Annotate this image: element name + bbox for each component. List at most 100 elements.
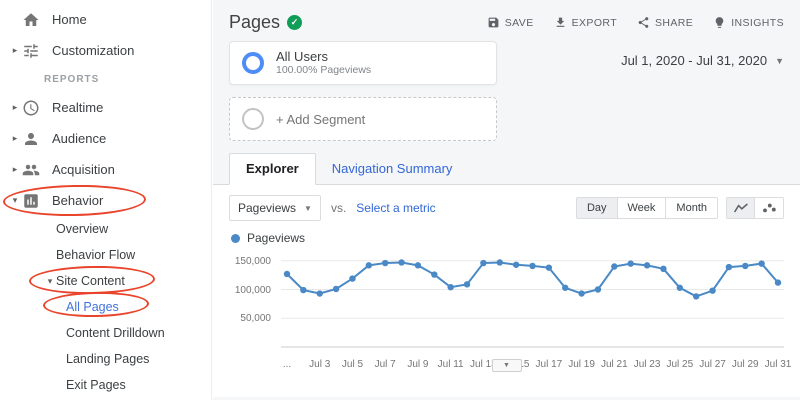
segment-ring-icon — [242, 52, 264, 74]
metric-dropdown-value: Pageviews — [238, 201, 297, 215]
x-tick-label: Jul 7 — [374, 359, 396, 370]
x-tick-label: Jul 19 — [568, 359, 595, 370]
granularity-group: Day Week Month — [575, 197, 718, 219]
segment-all-users[interactable]: All Users 100.00% Pageviews — [229, 41, 497, 85]
sidebar-item-label: All Pages — [66, 300, 119, 314]
sidebar-item-all-pages[interactable]: All Pages — [0, 294, 211, 320]
x-tick-label: Jul 11 — [437, 359, 464, 370]
chevron-right-icon: ▸ — [12, 45, 18, 55]
date-range-picker[interactable]: Jul 1, 2020 - Jul 31, 2020 ▼ — [621, 53, 784, 68]
annotations-toggle[interactable]: ▼ — [491, 359, 522, 372]
chevron-right-icon: ▸ — [12, 133, 18, 143]
sidebar-item-acquisition[interactable]: ▸ Acquisition — [0, 154, 211, 185]
chevron-down-icon: ▾ — [12, 195, 18, 205]
line-chart-type-button[interactable] — [727, 198, 755, 218]
customization-icon — [22, 42, 40, 60]
line-chart-icon — [733, 203, 748, 213]
x-tick-label: Jul 31 — [764, 359, 792, 370]
x-tick-label: Jul 13 — [470, 359, 497, 370]
chevron-down-icon: ▼ — [775, 55, 784, 66]
chart-plot[interactable] — [281, 251, 784, 351]
chart-legend: Pageviews — [213, 227, 800, 245]
chevron-right-icon: ▸ — [12, 102, 18, 112]
sidebar-item-landing-pages[interactable]: Landing Pages — [0, 346, 211, 372]
sidebar: Home ▸ Customization REPORTS ▸ Realtime … — [0, 0, 212, 400]
sidebar-item-home[interactable]: Home — [0, 4, 211, 35]
tab-navigation-summary[interactable]: Navigation Summary — [331, 161, 453, 176]
sidebar-item-label: Realtime — [52, 100, 104, 115]
sidebar-item-label: Exit Pages — [66, 378, 126, 392]
sidebar-item-label: Customization — [52, 43, 135, 58]
legend-label: Pageviews — [247, 231, 306, 245]
tab-explorer[interactable]: Explorer — [229, 153, 316, 185]
segment-title: All Users — [276, 49, 329, 64]
realtime-clock-icon — [22, 99, 40, 117]
sidebar-item-label: Overview — [56, 222, 109, 236]
explorer-panel: Pageviews ▼ vs. Select a metric Day Week… — [213, 185, 800, 397]
scatter-dots-icon — [763, 203, 776, 213]
x-tick-label: Jul 5 — [341, 359, 364, 370]
sidebar-item-customization[interactable]: ▸ Customization — [0, 35, 211, 66]
sidebar-item-label: Content Drilldown — [66, 326, 165, 340]
audience-person-icon — [22, 130, 40, 148]
insights-button[interactable]: INSIGHTS — [713, 16, 784, 29]
x-tick-label: Jul 17 — [535, 359, 563, 370]
sidebar-item-label: Site Content — [56, 274, 125, 288]
save-label: SAVE — [504, 16, 534, 29]
y-tick-label: 100,000 — [234, 284, 271, 296]
verified-check-icon: ✓ — [287, 15, 303, 30]
chevron-down-icon: ▼ — [304, 203, 312, 213]
sidebar-item-label: Behavior Flow — [56, 248, 136, 262]
granularity-day-button[interactable]: Day — [576, 198, 618, 218]
select-metric-link[interactable]: Select a metric — [356, 201, 436, 215]
granularity-week-button[interactable]: Week — [617, 198, 667, 218]
x-tick-label: Jul 9 — [407, 359, 429, 370]
y-tick-label: 150,000 — [234, 255, 271, 267]
sidebar-item-label: Acquisition — [52, 162, 115, 177]
report-header: Pages ✓ SAVE EXPORT SHARE INSIGHTS — [213, 0, 800, 41]
insights-label: INSIGHTS — [731, 16, 784, 29]
segment-subtitle: 100.00% Pageviews — [276, 64, 372, 76]
motion-chart-type-button[interactable] — [755, 198, 783, 218]
chevron-right-icon: ▸ — [12, 164, 18, 174]
share-button[interactable]: SHARE — [637, 16, 693, 29]
sidebar-item-behavior-flow[interactable]: Behavior Flow — [0, 242, 211, 268]
save-button[interactable]: SAVE — [487, 16, 534, 29]
metric-toolbar: Pageviews ▼ vs. Select a metric Day Week… — [213, 185, 800, 227]
x-tick-label: Jul 3 — [309, 359, 331, 370]
sidebar-item-content-drilldown[interactable]: Content Drilldown — [0, 320, 211, 346]
save-icon — [488, 17, 499, 28]
sidebar-item-site-content[interactable]: ▾ Site Content — [0, 268, 211, 294]
page-title: Pages — [229, 12, 281, 32]
y-tick-label: 50,000 — [240, 313, 271, 325]
x-tick-label: Jul 25 — [666, 359, 694, 370]
main-content: Pages ✓ SAVE EXPORT SHARE INSIGHTS — [213, 0, 800, 400]
acquisition-people-icon — [22, 161, 40, 179]
share-label: SHARE — [655, 16, 694, 29]
sidebar-item-label: Behavior — [52, 193, 104, 208]
chevron-down-icon: ▾ — [47, 275, 53, 286]
granularity-month-button[interactable]: Month — [666, 198, 717, 218]
add-segment-ring-icon — [242, 108, 264, 130]
share-icon — [638, 17, 649, 28]
date-range-text: Jul 1, 2020 - Jul 31, 2020 — [621, 53, 768, 68]
home-icon — [22, 11, 40, 29]
sidebar-item-exit-pages[interactable]: Exit Pages — [0, 372, 211, 398]
export-label: EXPORT — [571, 16, 618, 29]
export-icon — [556, 17, 564, 27]
vs-label: vs. — [330, 201, 347, 215]
sidebar-item-label: Audience — [52, 131, 107, 146]
sidebar-item-overview[interactable]: Overview — [0, 216, 211, 242]
sidebar-item-audience[interactable]: ▸ Audience — [0, 123, 211, 154]
metric-dropdown[interactable]: Pageviews ▼ — [229, 195, 321, 221]
export-button[interactable]: EXPORT — [554, 16, 617, 29]
add-segment-label: + Add Segment — [276, 111, 366, 127]
sidebar-item-behavior[interactable]: ▾ Behavior — [0, 185, 211, 216]
x-axis-labels: ... Jul 3 Jul 5 Jul 7 Jul 9 Jul 11 Jul 13 Jul 1… — [281, 359, 792, 373]
x-tick-label: Jul 27 — [699, 359, 726, 370]
x-tick-label: Jul 29 — [731, 359, 759, 370]
x-tick-label: Jul 21 — [600, 359, 628, 370]
add-segment-button[interactable]: + Add Segment — [229, 97, 497, 141]
sidebar-item-realtime[interactable]: ▸ Realtime — [0, 92, 211, 123]
insights-bulb-icon — [715, 17, 724, 28]
